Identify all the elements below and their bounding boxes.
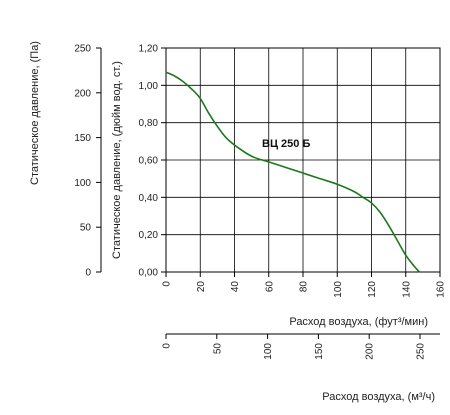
- secondary-y-axis: 0 50 100 150 200 250: [74, 44, 102, 279]
- primary-y-axis: 0,00 0,20 0,40 0,60 0,80 1,00 1,20: [139, 44, 166, 279]
- secondary-y-tick-label: 0: [85, 268, 91, 279]
- primary-y-tick-label: 0,40: [139, 193, 159, 204]
- primary-x-tick-label: 80: [299, 281, 310, 293]
- secondary-y-tick-label: 100: [74, 178, 91, 189]
- series-label: ВЦ 250 Б: [262, 138, 310, 150]
- secondary-y-tick-label: 200: [74, 88, 91, 99]
- series-line: [165, 71, 421, 273]
- primary-y-tick-label: 1,00: [139, 81, 159, 92]
- secondary-x-axis-title: Расход воздуха, (м³/ч): [322, 391, 435, 403]
- secondary-x-tick-label: 200: [365, 343, 376, 360]
- primary-x-tick-label: 100: [333, 281, 344, 298]
- primary-y-axis-title: Статическое давление, (дюйм вод. ст.): [111, 61, 123, 259]
- primary-x-tick-label: 40: [230, 281, 241, 293]
- secondary-y-axis-title: Статическое давление, (Па): [29, 41, 41, 185]
- primary-y-tick-label: 1,20: [139, 44, 159, 55]
- secondary-x-tick-label: 0: [162, 343, 173, 349]
- secondary-x-axis: 0 50 100 150 200 250: [162, 333, 440, 360]
- primary-y-tick-label: 0,00: [139, 268, 159, 279]
- primary-x-tick-label: 20: [196, 281, 207, 293]
- secondary-y-tick-label: 250: [74, 44, 91, 55]
- primary-x-tick-label: 140: [401, 281, 412, 298]
- primary-x-axis: 0 20 40 60 80 100 120 140 160: [162, 272, 447, 298]
- secondary-x-tick-label: 50: [212, 343, 223, 355]
- secondary-x-tick-label: 100: [263, 343, 274, 360]
- primary-y-tick-label: 0,20: [139, 230, 159, 241]
- primary-x-tick-label: 0: [162, 281, 173, 287]
- primary-x-axis-title: Расход воздуха, (фут³/мин): [289, 316, 428, 328]
- primary-y-tick-label: 0,60: [139, 156, 159, 167]
- primary-x-tick-label: 120: [367, 281, 378, 298]
- secondary-y-tick-label: 150: [74, 133, 91, 144]
- primary-x-tick-label: 160: [436, 281, 447, 298]
- primary-x-tick-label: 60: [264, 281, 275, 293]
- primary-y-tick-label: 0,80: [139, 118, 159, 129]
- grid: [165, 47, 441, 273]
- secondary-y-tick-label: 50: [80, 223, 92, 234]
- secondary-x-tick-label: 150: [314, 343, 325, 360]
- secondary-x-tick-label: 250: [416, 343, 427, 360]
